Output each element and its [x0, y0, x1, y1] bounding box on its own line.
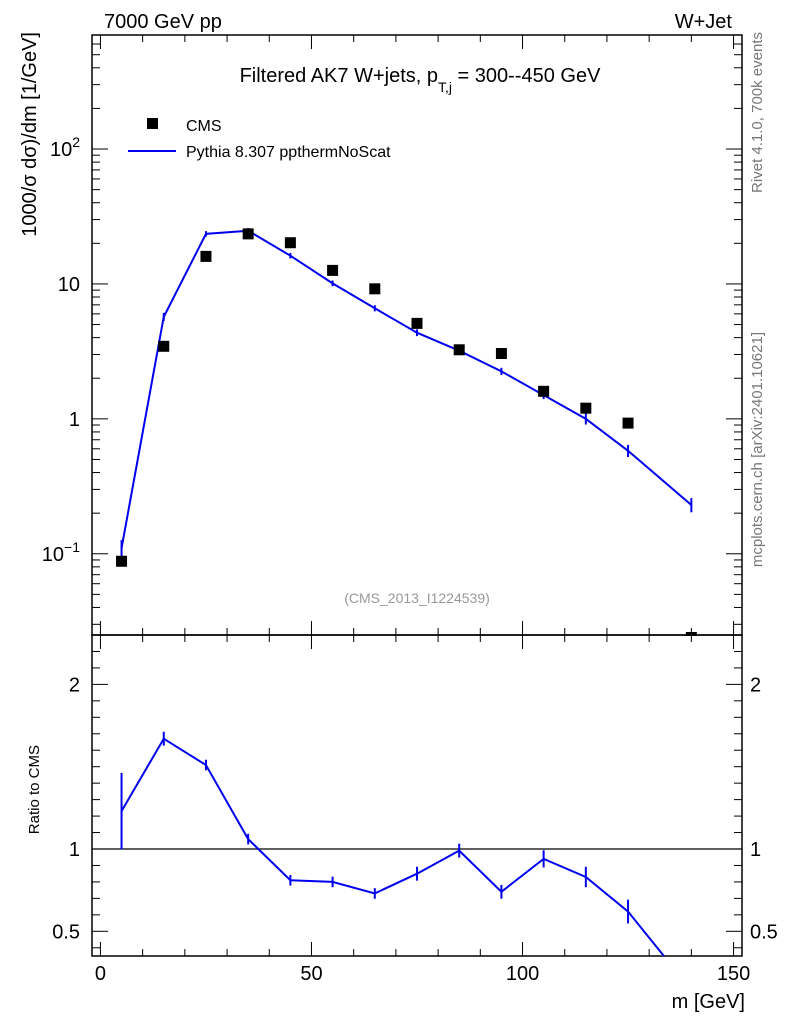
cms-data-point — [242, 228, 254, 240]
cms-data-point — [158, 340, 170, 352]
top-y-axis-label: 1000/σ dσ)/dm [1/GeV] — [19, 32, 41, 237]
x-tick-label: 100 — [506, 963, 539, 985]
header-right: W+Jet — [675, 11, 733, 33]
header-left: 7000 GeV pp — [104, 11, 222, 33]
x-tick-label: 50 — [300, 963, 322, 985]
cms-data-point — [369, 283, 381, 295]
y-tick-label: 10 — [58, 274, 80, 296]
cms-data-point — [411, 317, 423, 329]
analysis-annotation: (CMS_2013_I1224539) — [344, 590, 490, 606]
pythia-line — [120, 229, 693, 549]
ratio-y-axis-label: Ratio to CMS — [26, 745, 43, 834]
cms-data-point — [453, 344, 465, 356]
y-tick-label: 0.5 — [52, 921, 80, 943]
y-tick-label: 1 — [750, 839, 761, 861]
axis-tick-labels: 0 50 100 150 10−1 1 10 102 0.5 0.5 1 1 2 2 — [42, 134, 778, 985]
legend-label-cms: CMS — [186, 118, 222, 135]
axis-ticks — [92, 34, 742, 956]
plot-title-main: Filtered AK7 W+jets, p — [240, 65, 438, 87]
cms-data-point — [495, 348, 507, 360]
ratio-panel-frame — [91, 634, 743, 957]
plot-title-tail: = 300--450 GeV — [452, 65, 601, 87]
mcplots-label: mcplots.cern.ch [arXiv:2401.10621] — [749, 332, 766, 567]
cms-data-point — [685, 632, 697, 636]
ratio-line — [120, 737, 665, 957]
x-tick-label: 0 — [95, 963, 106, 985]
y-tick-label: 2 — [69, 674, 80, 696]
y-tick-label: 10−1 — [42, 539, 80, 566]
y-tick-label: 1 — [69, 839, 80, 861]
legend-label-pythia: Pythia 8.307 ppthermNoScat — [186, 144, 391, 161]
plot-title: Filtered AK7 W+jets, pT,j = 300--450 GeV — [240, 65, 602, 95]
cms-data-point — [538, 385, 550, 397]
cms-data-point — [200, 250, 212, 262]
cms-data-point — [622, 417, 634, 429]
ratio-panel-series — [120, 731, 665, 957]
x-tick-label: 150 — [717, 963, 750, 985]
legend-marker-cms — [147, 118, 158, 129]
cms-data-point — [327, 264, 339, 276]
cms-data-point — [580, 402, 592, 414]
y-tick-label: 0.5 — [750, 921, 778, 943]
x-axis-label: m [GeV] — [672, 991, 745, 1013]
cms-data-point — [116, 555, 128, 567]
cms-data-point — [284, 237, 296, 249]
y-tick-label: 2 — [750, 674, 761, 696]
rivet-label: Rivet 4.1.0, 700k events — [749, 32, 766, 193]
y-tick-label: 102 — [50, 134, 80, 161]
top-panel-series — [116, 228, 697, 636]
y-tick-label: 1 — [69, 409, 80, 431]
plot-title-sub: T,j — [438, 79, 452, 95]
